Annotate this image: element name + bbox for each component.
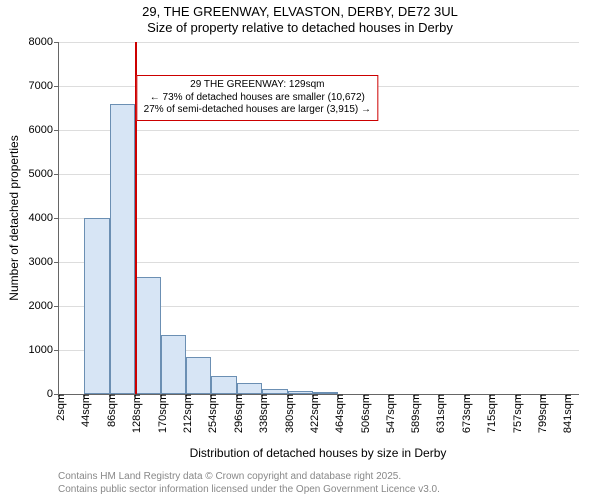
footer-line-2: Contains public sector information licen… (58, 484, 440, 497)
callout-line: 27% of semi-detached houses are larger (… (144, 104, 371, 117)
gridline (59, 262, 579, 263)
xtick-label: 422sqm (305, 394, 321, 433)
xtick-label: 841sqm (558, 394, 574, 433)
histogram-bar (288, 391, 313, 394)
xtick-label: 44sqm (76, 394, 92, 427)
ytick-label: 4000 (29, 212, 59, 224)
histogram-bar (211, 376, 236, 394)
histogram-bar (237, 383, 262, 394)
title-line-2: Size of property relative to detached ho… (0, 20, 600, 36)
gridline (59, 174, 579, 175)
xtick-label: 212sqm (178, 394, 194, 433)
xtick-label: 128sqm (127, 394, 143, 433)
x-axis-label: Distribution of detached houses by size … (58, 446, 578, 460)
ytick-label: 3000 (29, 256, 59, 268)
xtick-label: 673sqm (457, 394, 473, 433)
xtick-label: 589sqm (406, 394, 422, 433)
xtick-label: 380sqm (280, 394, 296, 433)
gridline (59, 42, 579, 43)
ytick-label: 6000 (29, 124, 59, 136)
chart-container: 29, THE GREENWAY, ELVASTON, DERBY, DE72 … (0, 0, 600, 500)
callout-line: 29 THE GREENWAY: 129sqm (144, 79, 371, 92)
ytick-label: 2000 (29, 300, 59, 312)
ytick-label: 7000 (29, 80, 59, 92)
xtick-label: 799sqm (533, 394, 549, 433)
callout-box: 29 THE GREENWAY: 129sqm← 73% of detached… (137, 75, 378, 121)
footer-line-1: Contains HM Land Registry data © Crown c… (58, 471, 440, 484)
y-axis-label: Number of detached properties (7, 118, 21, 318)
histogram-bar (313, 392, 338, 394)
xtick-label: 254sqm (203, 394, 219, 433)
xtick-label: 506sqm (356, 394, 372, 433)
xtick-label: 170sqm (153, 394, 169, 433)
plot-area: 0100020003000400050006000700080002sqm44s… (58, 42, 579, 395)
histogram-bar (161, 335, 186, 394)
histogram-bar (186, 357, 211, 394)
callout-line: ← 73% of detached houses are smaller (10… (144, 92, 371, 105)
xtick-label: 757sqm (508, 394, 524, 433)
histogram-bar (135, 277, 160, 394)
xtick-label: 547sqm (381, 394, 397, 433)
histogram-bar (84, 218, 109, 394)
xtick-label: 464sqm (330, 394, 346, 433)
ytick-label: 8000 (29, 36, 59, 48)
gridline (59, 218, 579, 219)
chart-title: 29, THE GREENWAY, ELVASTON, DERBY, DE72 … (0, 4, 600, 37)
ytick-label: 5000 (29, 168, 59, 180)
xtick-label: 2sqm (51, 394, 67, 421)
xtick-label: 86sqm (102, 394, 118, 427)
xtick-label: 631sqm (431, 394, 447, 433)
xtick-label: 715sqm (482, 394, 498, 433)
histogram-bar (262, 389, 287, 394)
footer-attribution: Contains HM Land Registry data © Crown c… (58, 471, 440, 496)
histogram-bar (110, 104, 135, 394)
xtick-label: 296sqm (229, 394, 245, 433)
ytick-label: 1000 (29, 344, 59, 356)
title-line-1: 29, THE GREENWAY, ELVASTON, DERBY, DE72 … (0, 4, 600, 20)
gridline (59, 130, 579, 131)
xtick-label: 338sqm (254, 394, 270, 433)
